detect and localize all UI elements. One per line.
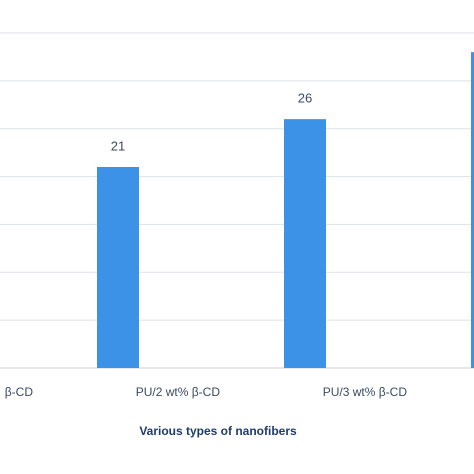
value-label: 21 <box>111 138 125 153</box>
x-tick-label: β-CD <box>5 385 34 399</box>
x-axis-title: Various types of nanofibers <box>139 424 297 438</box>
value-label: 26 <box>298 91 312 106</box>
x-tick-label: PU/3 wt% β-CD <box>323 385 408 399</box>
bar <box>471 52 474 369</box>
bar <box>97 167 139 368</box>
x-tick-label: PU/2 wt% β-CD <box>136 385 221 399</box>
bar <box>284 119 326 369</box>
